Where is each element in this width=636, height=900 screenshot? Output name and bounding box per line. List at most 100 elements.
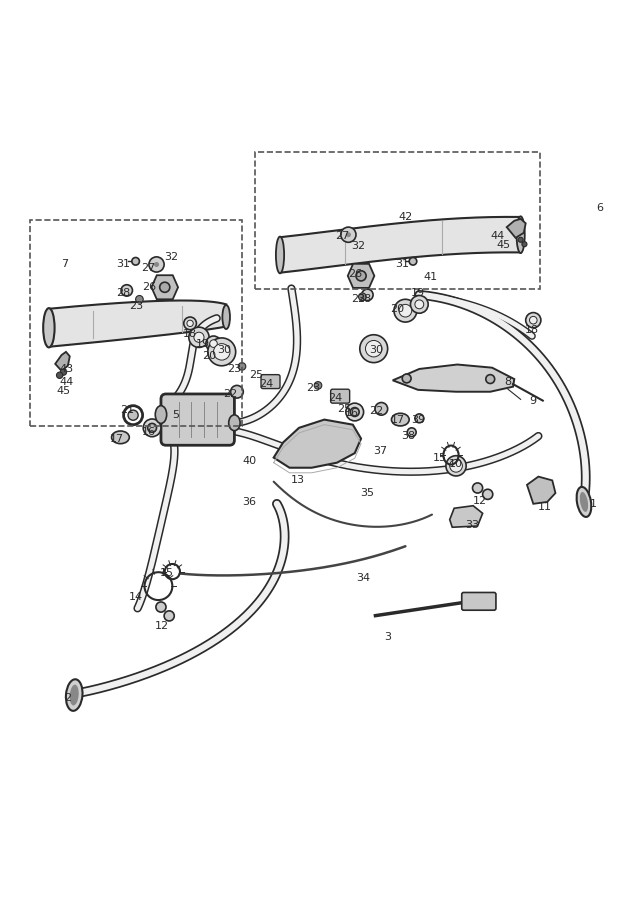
Circle shape xyxy=(156,602,166,612)
Text: 13: 13 xyxy=(291,475,305,485)
Ellipse shape xyxy=(223,305,230,329)
Text: 12: 12 xyxy=(155,621,169,631)
Polygon shape xyxy=(507,219,526,238)
Text: 10: 10 xyxy=(449,459,463,469)
Circle shape xyxy=(522,242,527,247)
Ellipse shape xyxy=(128,410,138,420)
Text: 30: 30 xyxy=(370,345,384,355)
Ellipse shape xyxy=(66,680,83,711)
Text: 27: 27 xyxy=(141,263,155,273)
Text: 34: 34 xyxy=(357,573,371,583)
Text: 45: 45 xyxy=(497,240,511,250)
Text: 32: 32 xyxy=(164,252,178,262)
Polygon shape xyxy=(151,275,178,300)
Text: 16: 16 xyxy=(345,409,359,419)
Text: 23: 23 xyxy=(227,364,242,374)
Circle shape xyxy=(135,295,143,303)
Circle shape xyxy=(194,332,204,342)
Text: 25: 25 xyxy=(338,404,352,414)
Circle shape xyxy=(359,293,366,301)
Circle shape xyxy=(450,460,462,473)
FancyBboxPatch shape xyxy=(462,592,496,610)
Text: 1: 1 xyxy=(590,499,597,508)
Circle shape xyxy=(210,340,218,347)
Circle shape xyxy=(486,374,495,383)
Text: 3: 3 xyxy=(384,632,391,642)
Circle shape xyxy=(314,382,322,389)
Text: 24: 24 xyxy=(259,379,273,389)
Ellipse shape xyxy=(577,487,591,517)
Circle shape xyxy=(121,284,132,296)
Text: 33: 33 xyxy=(465,519,479,530)
Text: 17: 17 xyxy=(391,415,405,425)
FancyBboxPatch shape xyxy=(161,394,235,446)
Text: 19: 19 xyxy=(196,338,210,348)
Circle shape xyxy=(143,419,161,436)
Ellipse shape xyxy=(70,685,79,706)
Text: 27: 27 xyxy=(335,231,349,241)
Text: 15: 15 xyxy=(160,569,174,579)
Polygon shape xyxy=(55,352,70,371)
Circle shape xyxy=(160,283,170,293)
Circle shape xyxy=(238,363,245,370)
Ellipse shape xyxy=(580,492,588,512)
Circle shape xyxy=(132,257,139,266)
Circle shape xyxy=(346,232,351,238)
Circle shape xyxy=(189,328,209,347)
Text: 22: 22 xyxy=(223,390,238,400)
Text: 35: 35 xyxy=(361,488,375,498)
Text: 20: 20 xyxy=(202,351,216,361)
Circle shape xyxy=(350,408,359,417)
Text: 12: 12 xyxy=(473,496,487,506)
Circle shape xyxy=(356,271,366,281)
Text: 22: 22 xyxy=(369,406,384,416)
Circle shape xyxy=(399,304,411,317)
Text: 21: 21 xyxy=(120,405,134,415)
Circle shape xyxy=(184,317,197,329)
Text: 26: 26 xyxy=(348,269,362,279)
Circle shape xyxy=(375,402,388,415)
Circle shape xyxy=(394,300,417,322)
Text: 41: 41 xyxy=(424,272,438,282)
Text: 31: 31 xyxy=(116,259,130,269)
Circle shape xyxy=(410,295,428,313)
Text: 20: 20 xyxy=(390,304,404,314)
Ellipse shape xyxy=(276,237,284,274)
Circle shape xyxy=(409,257,417,266)
Text: 7: 7 xyxy=(61,259,68,269)
Text: 8: 8 xyxy=(504,376,511,387)
Text: 5: 5 xyxy=(172,410,179,420)
Circle shape xyxy=(407,428,416,436)
Text: 32: 32 xyxy=(351,241,365,251)
Circle shape xyxy=(415,414,424,423)
Circle shape xyxy=(164,611,174,621)
Polygon shape xyxy=(450,506,483,527)
Text: 23: 23 xyxy=(306,382,320,393)
Circle shape xyxy=(187,320,193,327)
Circle shape xyxy=(149,256,164,272)
Circle shape xyxy=(208,338,236,365)
Text: 15: 15 xyxy=(433,453,447,463)
Circle shape xyxy=(60,369,67,375)
Text: 16: 16 xyxy=(142,428,156,437)
Circle shape xyxy=(206,336,221,351)
Circle shape xyxy=(154,262,159,267)
Polygon shape xyxy=(280,217,521,273)
Circle shape xyxy=(341,227,356,242)
Ellipse shape xyxy=(43,308,55,347)
Text: 18: 18 xyxy=(183,329,197,339)
Text: 2: 2 xyxy=(64,693,71,703)
Circle shape xyxy=(360,335,388,363)
Text: 17: 17 xyxy=(110,434,124,444)
FancyBboxPatch shape xyxy=(261,374,280,389)
Text: 28: 28 xyxy=(116,288,130,298)
Circle shape xyxy=(57,372,63,378)
Polygon shape xyxy=(527,477,555,504)
Ellipse shape xyxy=(229,415,240,431)
Text: 40: 40 xyxy=(242,456,257,466)
Circle shape xyxy=(446,455,466,476)
Text: 14: 14 xyxy=(128,592,142,602)
Polygon shape xyxy=(392,364,515,392)
Polygon shape xyxy=(273,419,361,468)
Ellipse shape xyxy=(516,216,525,253)
